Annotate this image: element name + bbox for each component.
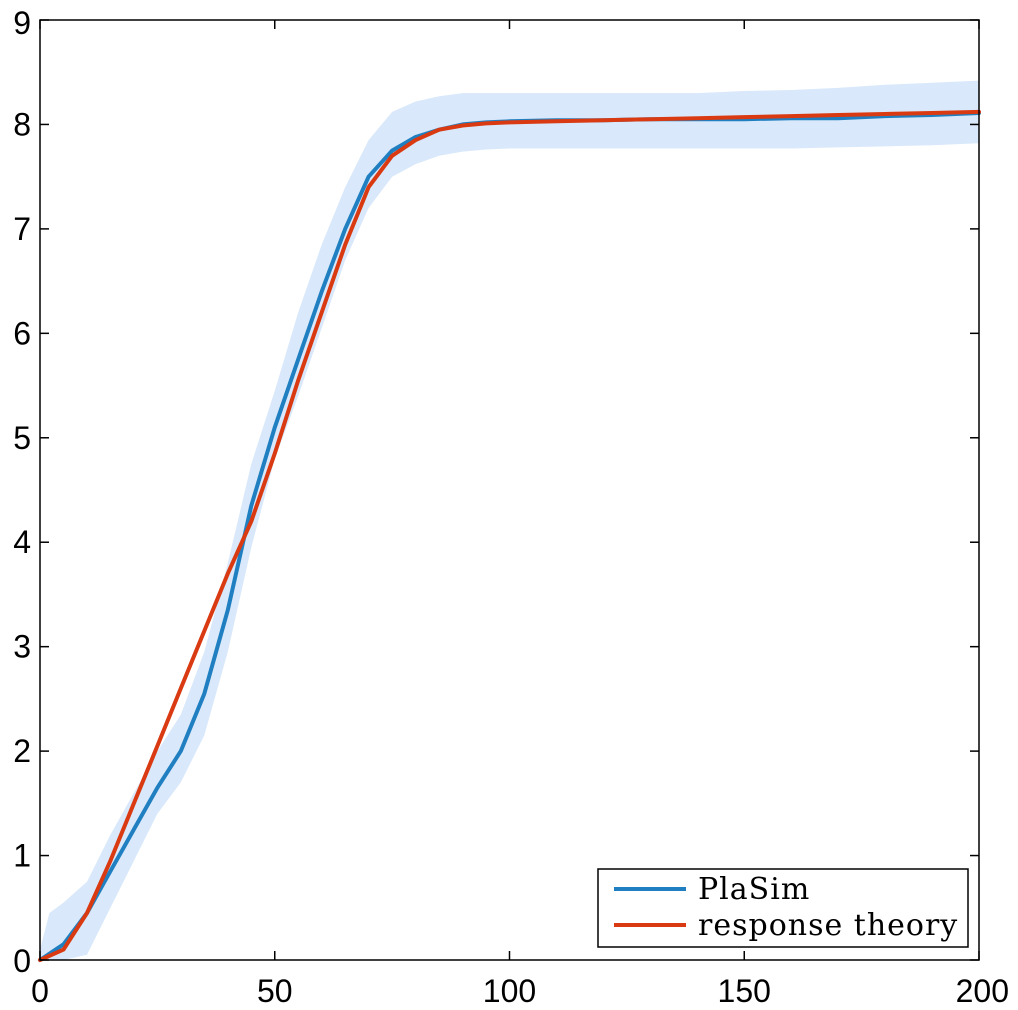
legend-box [597, 868, 969, 948]
y-tick-label: 5 [13, 420, 31, 456]
x-tick-label: 200 [956, 973, 1009, 1009]
y-tick-label: 3 [13, 629, 31, 665]
x-tick-label: 100 [483, 973, 536, 1009]
y-tick-label: 9 [13, 5, 31, 41]
x-tick-label: 50 [257, 973, 293, 1009]
series-line-response-theory [38, 109, 981, 962]
y-tick-label: 8 [13, 106, 31, 142]
y-tick-label: 4 [13, 524, 31, 560]
legend-label: PlaSim [698, 872, 810, 907]
y-tick-label: 1 [13, 838, 31, 874]
y-tick-label: 0 [13, 943, 31, 979]
x-tick-label: 0 [31, 973, 49, 1009]
y-tick-label: 7 [13, 211, 31, 247]
plot-frame [39, 19, 980, 961]
y-tick-label: 2 [13, 733, 31, 769]
series-line-plasim [38, 111, 981, 962]
y-tick-label: 6 [13, 315, 31, 351]
legend-label: response theory [698, 908, 958, 943]
x-tick-label: 150 [718, 973, 771, 1009]
uncertainty-band [40, 80, 979, 961]
